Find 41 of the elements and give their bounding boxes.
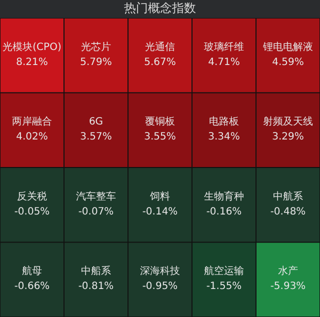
data-label: -5.93% <box>270 281 306 292</box>
text: 热门概念指数 <box>0 0 320 18</box>
category-label: 中航系 <box>273 190 303 202</box>
category-label: 光模块(CPO) <box>2 40 62 53</box>
data-label: 5.67% <box>144 56 176 68</box>
category-label: 两岸融合 <box>12 116 52 128</box>
data-label: -0.66% <box>14 281 50 292</box>
data-label: -0.05% <box>14 206 50 218</box>
category-label: 光通信 <box>145 40 175 53</box>
data-label: 5.79% <box>80 56 112 68</box>
category-label: 6G <box>88 116 104 128</box>
data-label: -0.48% <box>270 206 306 218</box>
category-label: 饲料 <box>149 190 170 202</box>
data-label: 3.29% <box>272 132 304 143</box>
data-label: -0.95% <box>142 281 178 292</box>
data-label: 4.02% <box>16 132 48 143</box>
data-label: 4.71% <box>208 56 240 68</box>
category-label: 航空运输 <box>204 265 244 278</box>
data-label: -0.81% <box>78 281 114 292</box>
category-label: 覆铜板 <box>145 116 175 128</box>
category-label: 电路板 <box>209 116 239 128</box>
data-label: 3.34% <box>208 132 240 143</box>
category-label: 反关税 <box>17 190 47 202</box>
data-label: 4.59% <box>272 56 304 68</box>
category-label: 生物育种 <box>204 190 244 202</box>
category-label: 玻璃纤维 <box>204 40 244 53</box>
data-label: -1.55% <box>206 281 242 292</box>
data-label: -0.14% <box>142 206 178 218</box>
category-label: 汽车整车 <box>76 190 116 202</box>
category-label: 锂电电解液 <box>262 40 313 53</box>
category-label: 深海科技 <box>140 265 180 278</box>
data-label: 8.21% <box>16 56 48 68</box>
data-label: -0.16% <box>206 206 242 218</box>
category-label: 光芯片 <box>81 40 111 53</box>
category-label: 中船系 <box>81 265 111 278</box>
data-label: -0.07% <box>78 206 114 218</box>
category-label: 射频及天线 <box>263 116 313 128</box>
category-label: 航母 <box>22 265 42 278</box>
category-label: 水产 <box>278 265 298 278</box>
data-label: 3.57% <box>80 132 112 143</box>
data-label: 3.55% <box>144 132 176 143</box>
